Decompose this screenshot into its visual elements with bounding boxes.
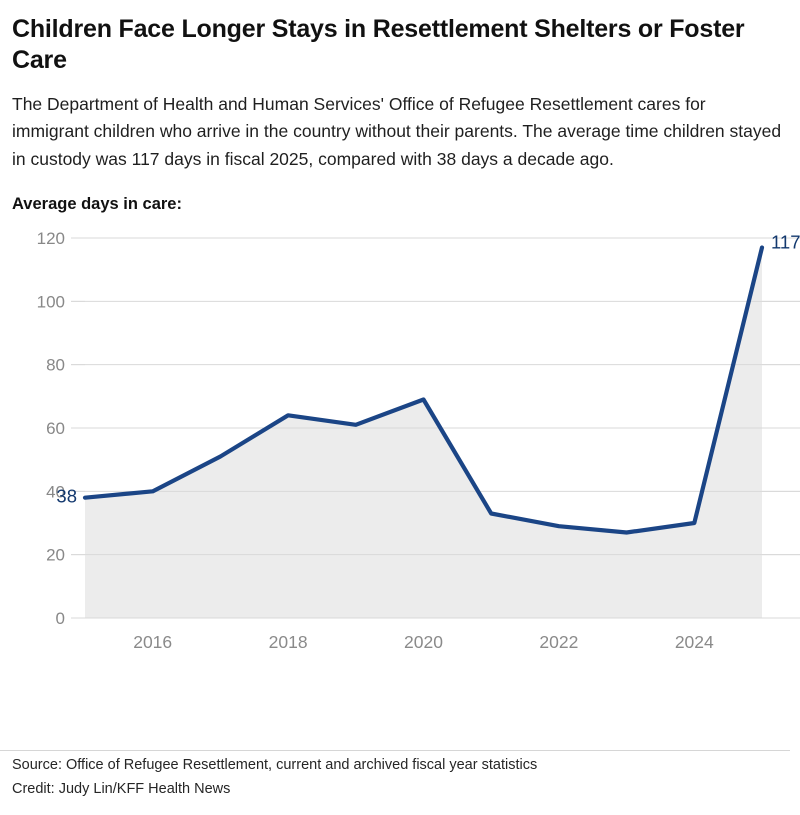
value-label: 117 — [771, 231, 800, 252]
x-tick-label: 2018 — [269, 632, 308, 650]
footer-divider — [0, 750, 790, 751]
value-annotations: 38 117 — [56, 231, 800, 506]
area-fill — [71, 219, 800, 619]
chart-footer: Source: Office of Refugee Resettlement, … — [12, 754, 782, 801]
data-line — [82, 245, 765, 535]
x-tick-label: 2016 — [133, 632, 172, 650]
y-tick-label: 40 — [46, 482, 65, 501]
y-tick-label: 0 — [56, 609, 65, 628]
x-tick-label: 2020 — [404, 632, 443, 650]
page-title: Children Face Longer Stays in Resettleme… — [12, 15, 745, 74]
credit-line: Credit: Judy Lin/KFF Health News — [12, 780, 231, 797]
x-axis-tick-labels: 2016 2018 2020 2022 2024 — [133, 632, 714, 650]
x-tick-label: 2022 — [539, 632, 578, 650]
page-subtitle: The Department of Health and Human Servi… — [12, 94, 782, 169]
chart-axis-title: Average days in care: — [12, 194, 182, 213]
y-tick-label: 20 — [46, 546, 65, 565]
x-tick-label: 2024 — [675, 632, 714, 650]
y-tick-label: 80 — [46, 356, 65, 375]
y-tick-label: 120 — [37, 229, 65, 248]
y-axis-tick-labels: 0 20 40 60 80 100 120 — [37, 229, 65, 628]
y-tick-label: 100 — [37, 292, 65, 311]
y-tick-label: 60 — [46, 419, 65, 438]
value-label: 38 — [56, 486, 77, 507]
source-line: Source: Office of Refugee Resettlement, … — [12, 757, 538, 774]
chart-canvas: 0 20 40 60 80 100 120 2016 2018 2020 2022 2024 38 1… — [37, 219, 800, 650]
series-line-average-days-in-care — [82, 245, 765, 535]
line-chart: 0 20 40 60 80 100 120 2016 2018 2020 2022 2024 38 1… — [10, 219, 800, 660]
area-mask — [85, 219, 762, 533]
